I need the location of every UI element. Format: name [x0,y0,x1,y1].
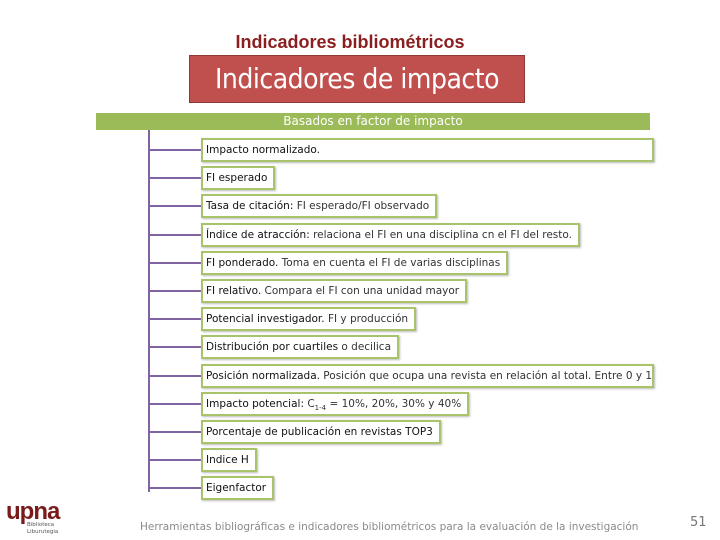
term: Impacto normalizado. [206,144,320,156]
connector [149,318,201,321]
term: Tasa de citación: [206,200,294,213]
connector [149,233,201,236]
description: Compara el FI con una unidad mayor [261,285,460,297]
connector [149,290,201,292]
term: FI ponderado. [206,256,279,269]
item: FI ponderado. Toma en cuenta el FI de va… [201,250,509,275]
page-number: 51 [690,515,707,530]
term: Indice H [206,454,249,467]
connector [149,431,201,433]
symbol: C [307,397,315,410]
item: Impacto normalizado. [201,138,654,162]
description: FI y producción [324,313,409,326]
term: FI esperado [206,172,268,185]
library-eu: Liburutegia [27,529,59,535]
item: FI relativo. Compara el FI con una unida… [201,279,468,303]
term: Índice de atracción: [206,228,310,241]
subtitle: Indicadores bibliométricos [235,32,465,52]
term: Eigenfactor [206,482,267,495]
connector [149,374,201,377]
term: Potencial investigador. [206,313,325,326]
connector [149,205,201,208]
tree-line [148,130,150,492]
description: relaciona el FI en una disciplina cn el … [309,228,572,241]
library-name: Biblioteca Liburutegia [27,522,58,536]
description: FI esperado/FI observado [293,200,430,213]
description: Toma en cuenta el FI de varias disciplin… [278,256,501,269]
connector [149,487,201,490]
logo: upna [6,498,60,525]
description: o decilica [338,341,392,354]
item: Distribución por cuartiles o decilica [201,335,400,360]
subscript: 1-4 [314,403,327,412]
connector [149,177,201,180]
item: Posición normalizada. Posición que ocupa… [201,363,654,388]
item: Tasa de citación: FI esperado/FI observa… [201,194,438,219]
term: Posición normalizada. [206,369,320,382]
item: Eigenfactor [201,476,275,501]
item: Porcentaje de publicación en revistas TO… [201,420,441,444]
item: Indice H [201,448,257,473]
item: Potencial investigador. FI y producción [201,307,417,332]
connector [149,149,201,151]
item: Impacto potencial: C1-4 = 10%, 20%, 30% … [201,391,470,416]
term: FI relativo. [206,285,262,297]
connector [149,261,201,264]
connector [149,346,201,349]
connector [149,459,201,462]
term: Impacto potencial: [206,397,304,410]
band: Basados en factor de impacto [96,113,650,130]
term: Distribución por cuartiles [206,341,339,354]
library: Biblioteca [27,522,55,528]
item: FI esperado [201,166,276,191]
footer-text: Herramientas bibliográficas e indicadore… [140,521,639,533]
description: = 10%, 20%, 30% y 40% [326,397,462,410]
connector [149,402,201,405]
title: Indicadores de impacto [189,55,525,103]
term: Porcentaje de publicación en revistas TO… [206,426,433,438]
item: Índice de atracción: relaciona el FI en … [201,222,580,247]
description: Posición que ocupa una revista en relaci… [319,369,653,382]
